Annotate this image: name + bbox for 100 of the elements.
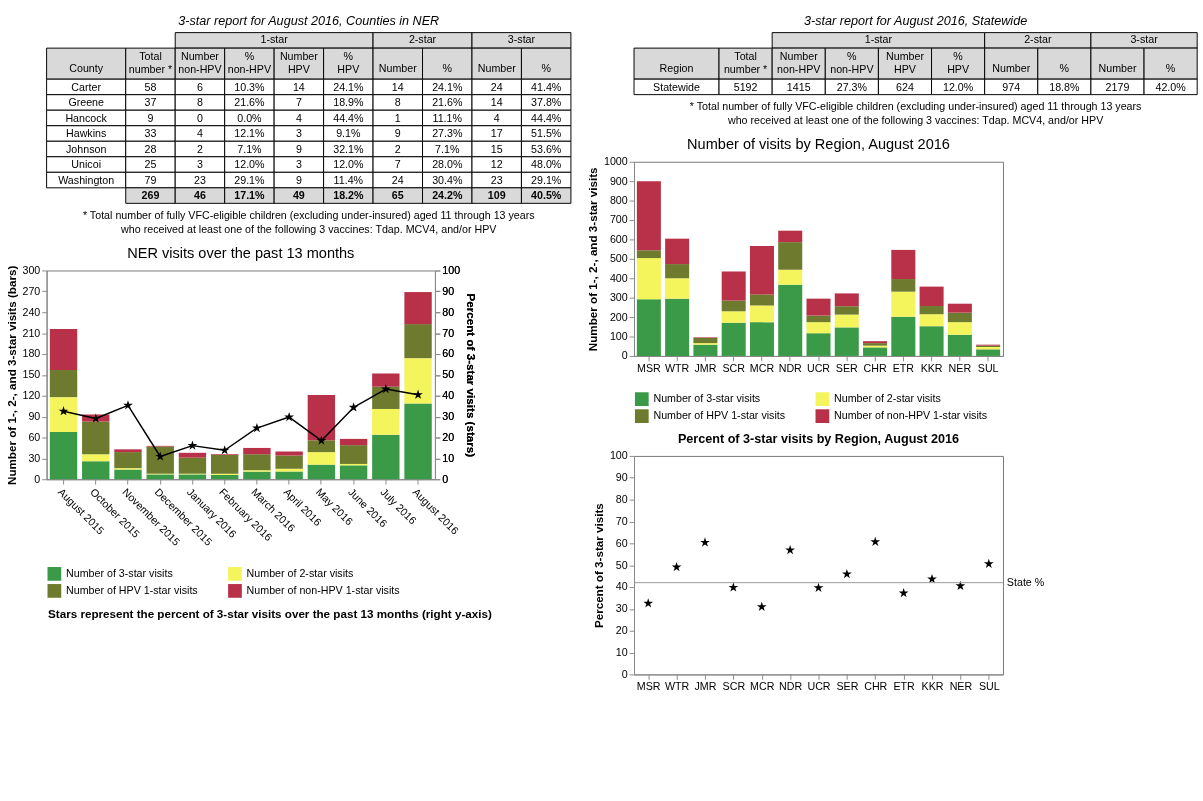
- category-label: Number: [992, 62, 1031, 75]
- text: 2-star: [1024, 33, 1052, 46]
- category-label: Unicoi: [71, 158, 101, 171]
- x-tick-label: UCR: [807, 680, 831, 693]
- y-tick-label: 210: [22, 326, 41, 339]
- text: 51.5%: [531, 127, 562, 140]
- category-label: Washington: [58, 173, 115, 186]
- text: 7: [295, 96, 302, 109]
- y-axis-title: Percent of 3-star visits: [592, 503, 606, 629]
- y-tick-label: 270: [22, 284, 41, 297]
- text: 27.3%: [836, 80, 867, 93]
- x-tick-label: ETR: [893, 680, 916, 693]
- text: 37: [144, 96, 157, 109]
- legend-label: Number of 3-star visits: [653, 392, 761, 405]
- y2-tick-label: 40: [442, 389, 455, 402]
- x-tick-label: ETR: [892, 361, 915, 374]
- text: 24.1%: [432, 80, 463, 93]
- text: 1-star: [260, 33, 289, 46]
- y-tick-label: 10: [615, 645, 628, 658]
- category-label: %: [1059, 62, 1070, 75]
- y-tick-label: 100: [609, 449, 628, 462]
- y-tick-label: 300: [609, 291, 628, 304]
- text: 3: [196, 158, 203, 171]
- text: 7.1%: [435, 142, 460, 155]
- x-tick-label: SER: [836, 680, 859, 693]
- y2-tick-label: 50: [442, 368, 455, 381]
- text: 24.1%: [333, 80, 364, 93]
- text: 44.4%: [333, 111, 364, 124]
- text: 32.1%: [333, 142, 364, 155]
- y-tick-label: 120: [22, 389, 41, 402]
- y-tick-label: 100: [609, 329, 628, 342]
- text: 6: [196, 80, 203, 93]
- text: 29.1%: [234, 173, 265, 186]
- text: 2: [196, 142, 203, 155]
- text: * Total number of fully VFC-eligible children (excluding under-insured) aged 11 through 13 years: [689, 99, 1142, 112]
- text: 17.1%: [234, 189, 265, 202]
- y2-tick-label: 30: [442, 410, 455, 423]
- text: who received at least one of the following 3 vaccines: Tdap. MCV4, and/or HPV: [120, 222, 498, 235]
- x-tick-label: SCR: [722, 361, 746, 374]
- text: 624: [896, 80, 914, 93]
- text: 17: [490, 127, 503, 140]
- text: 49: [292, 189, 305, 202]
- x-tick-label: WTR: [664, 680, 690, 693]
- y-tick-label: 90: [28, 410, 41, 423]
- category-label: % non-HPV: [227, 49, 272, 75]
- chart-title: NER visits over the past 13 months: [127, 244, 355, 261]
- y-tick-label: 700: [609, 213, 628, 226]
- chart-title: Percent of 3-star visits by Region, August 2016: [677, 432, 960, 447]
- y-tick-label: 180: [22, 347, 41, 360]
- category-label: Number: [477, 62, 517, 75]
- x-tick-label: CHR: [864, 680, 888, 693]
- legend-label: Number of HPV 1-star visits: [653, 409, 786, 422]
- text: 9: [295, 142, 302, 155]
- text: 24: [391, 173, 404, 186]
- y-tick-label: 20: [615, 624, 628, 637]
- y2-tick-label: 10: [442, 451, 455, 464]
- text: 41.4%: [531, 80, 562, 93]
- text: * Total number of fully VFC-eligible children (excluding under-insured) aged 11 through 13 years: [82, 208, 535, 221]
- y2-tick-label: 20: [442, 430, 455, 443]
- y-tick-label: 1000: [603, 155, 628, 168]
- text: 10.3%: [234, 80, 265, 93]
- legend-label: Number of HPV 1-star visits: [66, 583, 198, 596]
- text: 11.4%: [333, 173, 364, 186]
- chart-title: Number of visits by Region, August 2016: [687, 136, 950, 153]
- x-tick-label: CHR: [863, 361, 887, 374]
- y-tick-label: 70: [615, 514, 628, 527]
- y-tick-label: 80: [615, 493, 628, 506]
- text: 28: [144, 142, 157, 155]
- text: who received at least one of the following 3 vaccines: Tdap. MCV4, and/or HPV: [726, 113, 1105, 126]
- category-label: Greene: [68, 96, 104, 109]
- text: 12.0%: [333, 158, 364, 171]
- category-label: %: [442, 62, 453, 75]
- text: 2179: [1105, 80, 1130, 93]
- x-tick-label: MCR: [750, 680, 775, 693]
- category-label: Carter: [71, 80, 101, 93]
- category-label: Region: [659, 62, 694, 75]
- y-tick-label: 60: [615, 536, 628, 549]
- x-tick-label: SER: [835, 361, 859, 374]
- x-tick-label: KKR: [921, 680, 944, 693]
- text: 30.4%: [432, 173, 463, 186]
- text: 2-star: [408, 33, 437, 46]
- text: 37.8%: [531, 96, 562, 109]
- category-label: %: [1165, 62, 1176, 75]
- text: 9: [295, 173, 302, 186]
- y-tick-label: 50: [615, 558, 628, 571]
- text: 18.9%: [333, 96, 364, 109]
- text: 79: [144, 173, 157, 186]
- x-tick-label: NER: [948, 361, 972, 374]
- y-tick-label: 200: [609, 310, 628, 323]
- category-label: Number: [378, 62, 418, 75]
- legend-label: Number of 2-star visits: [246, 566, 354, 579]
- text: 2: [394, 142, 401, 155]
- text: 58: [144, 80, 157, 93]
- text: 1-star: [864, 33, 893, 46]
- text: 5192: [733, 80, 758, 93]
- text: 12.0%: [234, 158, 265, 171]
- text: 9.1%: [336, 127, 361, 140]
- text: 23: [194, 173, 206, 186]
- text: 15: [490, 142, 503, 155]
- x-tick-label: SUL: [978, 680, 1000, 693]
